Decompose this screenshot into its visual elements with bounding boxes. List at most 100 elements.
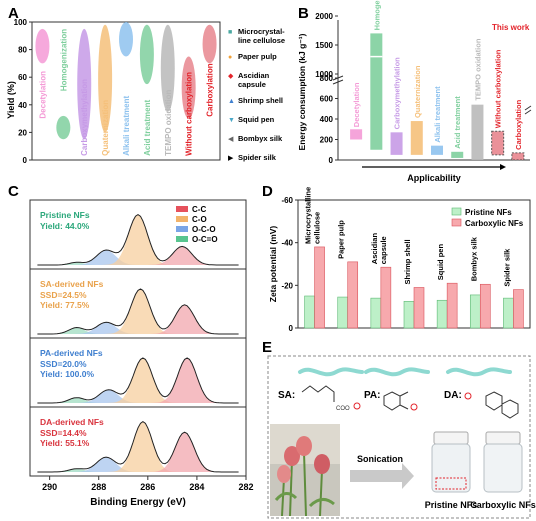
panel-c-legend-swatch bbox=[176, 216, 188, 222]
panel-d-category-label: capsule bbox=[379, 236, 388, 264]
panel-d-label: D bbox=[262, 183, 273, 200]
panel-a-legend-entry: Bombyx silk bbox=[238, 134, 283, 143]
panel-b-bar-4 bbox=[431, 145, 443, 155]
panel-c-xtick: 284 bbox=[189, 482, 204, 492]
panel-a-legend-entry: Squid pen bbox=[238, 115, 275, 124]
vial-carboxylic bbox=[483, 431, 523, 493]
panel-d-category-label: Shrimp shell bbox=[403, 239, 412, 284]
panel-d-bar-1-2 bbox=[380, 266, 392, 329]
panel-d-category-label: Paper pulp bbox=[337, 220, 346, 259]
sa-label: SA: bbox=[278, 390, 295, 401]
panel-c-sample-stat: SSD=14.4% bbox=[40, 428, 87, 438]
panel-c-sample-name: Pristine NFs bbox=[40, 210, 90, 220]
panel-a-legend-entry: Microcrystal- bbox=[238, 27, 285, 36]
panel-a-range-4 bbox=[119, 22, 133, 57]
panel-d-bar-0-3 bbox=[403, 301, 415, 329]
panel-a-legend-entry: line cellulose bbox=[238, 36, 285, 45]
panel-c-legend-swatch bbox=[176, 206, 188, 212]
panel-a-method-label: Decetylation bbox=[38, 71, 47, 119]
panel-d-legend-swatch bbox=[451, 207, 462, 216]
panel-a-chart: Yield (%) 0 20 40 60 80 100 Decetylation Homog… bbox=[6, 18, 285, 165]
panel-c-legend-swatch bbox=[176, 236, 188, 242]
panel-b-ytick: 600 bbox=[320, 95, 334, 104]
vial-pristine bbox=[431, 431, 471, 493]
panel-a-legend-marker: ◆ bbox=[228, 73, 234, 80]
panel-a-legend-entry: Shrimp shell bbox=[238, 96, 283, 105]
panel-a-ylabel: Yield (%) bbox=[6, 81, 16, 119]
panel-a-legend-marker: ▼ bbox=[228, 117, 235, 124]
panel-d-ytick: -40 bbox=[281, 239, 293, 248]
panel-d-legend-entry: Pristine NFs bbox=[465, 208, 512, 217]
panel-c-sample-name: PA-derived NFs bbox=[40, 348, 103, 358]
panel-a-method-label: Carboxymethylation bbox=[80, 79, 89, 156]
panel-c-envelope bbox=[37, 288, 239, 335]
panel-a-legend-entry: Spider silk bbox=[238, 153, 277, 162]
panel-d-category-label: Squid pen bbox=[436, 244, 445, 281]
panel-e-label: E bbox=[262, 339, 272, 356]
panel-c-xtick: 290 bbox=[42, 482, 57, 492]
panel-b-ytick: 1500 bbox=[315, 41, 333, 50]
panel-d-bar-1-4 bbox=[446, 282, 458, 329]
panel-c-xtick: 286 bbox=[140, 482, 155, 492]
panel-a-range-3 bbox=[98, 24, 113, 133]
panel-b-category-label: Acid treatment bbox=[453, 96, 462, 149]
panel-d-bar-0-1 bbox=[337, 296, 349, 329]
panel-d-bar-1-5 bbox=[479, 283, 491, 329]
panel-a-legend-marker: ● bbox=[228, 54, 232, 61]
panel-b-bar-3 bbox=[410, 121, 423, 155]
panel-c-envelope bbox=[37, 420, 239, 473]
panel-c-xtick: 288 bbox=[91, 482, 106, 492]
tulip-photo bbox=[270, 424, 340, 517]
panel-d-bar-1-6 bbox=[513, 289, 524, 329]
panel-a-legend-marker: ▲ bbox=[228, 98, 235, 105]
panel-a-range-2 bbox=[77, 28, 92, 140]
vial-pristine-label: Pristine NFs bbox=[425, 500, 478, 510]
panel-d-ytick: -20 bbox=[281, 281, 293, 290]
panel-d-bar-0-2 bbox=[370, 297, 382, 329]
panel-b-category-label: Carboxymethylation bbox=[393, 57, 402, 130]
panel-a-legend-marker: ◀ bbox=[228, 136, 234, 143]
panel-b-ytick: 1000 bbox=[315, 70, 333, 79]
panel-d-category-label: Spider silk bbox=[502, 248, 511, 287]
panel-d-bar-1-3 bbox=[413, 287, 425, 329]
panel-a-ytick: 20 bbox=[18, 128, 27, 137]
panel-a-method-label: Alkali treatment bbox=[122, 96, 131, 156]
panel-b-bar-1 bbox=[370, 33, 383, 150]
panel-a-legend-marker: ■ bbox=[228, 29, 232, 36]
panel-a-ytick: 0 bbox=[23, 156, 28, 165]
sa-chain bbox=[298, 367, 364, 377]
panel-c-peak-co bbox=[37, 214, 242, 265]
panel-c-peak-co bbox=[37, 421, 242, 472]
panel-c-xtick: 282 bbox=[238, 482, 253, 492]
panel-c-sample-stat: Yield: 55.1% bbox=[40, 438, 90, 448]
panel-a-range-8 bbox=[202, 24, 217, 64]
pa-label: PA: bbox=[364, 390, 380, 401]
panel-a-label: A bbox=[8, 5, 19, 22]
panel-b-category-label: Carboxylation bbox=[514, 99, 523, 149]
panel-a-method-label: Carboxylation bbox=[206, 63, 215, 116]
panel-b-bar-6 bbox=[471, 104, 484, 160]
panel-d-category-label: Microcrystalline bbox=[304, 187, 313, 244]
panel-b-ytick: 0 bbox=[329, 156, 334, 165]
panel-c-xlabel: Binding Energy (eV) bbox=[90, 497, 186, 508]
panel-c-sample-stat: SSD=24.5% bbox=[40, 290, 87, 300]
panel-c-legend-entry: O-C=O bbox=[192, 235, 218, 244]
panel-d-ytick: -60 bbox=[281, 196, 293, 205]
panel-d-bar-0-6 bbox=[503, 297, 514, 329]
pa-chain bbox=[364, 367, 430, 377]
panel-a-ytick: 60 bbox=[18, 73, 27, 82]
panel-d-chart: Zeta potential (mV) -60 -40 -20 0 Microcrys… bbox=[268, 187, 531, 333]
da-structure bbox=[464, 391, 519, 419]
panel-c-legend-entry: O-C-O bbox=[192, 225, 216, 234]
pa-structure bbox=[383, 391, 418, 411]
panel-a-method-label: Homogenization bbox=[59, 29, 68, 91]
panel-d-bar-0-4 bbox=[436, 299, 448, 329]
panel-c-sample-name: SA-derived NFs bbox=[40, 279, 104, 289]
panel-b-ytick: 2000 bbox=[315, 12, 333, 21]
panel-b-category-label: TEMPO oxidation bbox=[473, 38, 482, 101]
panel-d-ytick: 0 bbox=[289, 324, 294, 333]
panel-b-category-label: Decetylation bbox=[352, 82, 361, 127]
panel-b-bar-7 bbox=[491, 130, 505, 156]
panel-a-ytick: 40 bbox=[18, 101, 27, 110]
